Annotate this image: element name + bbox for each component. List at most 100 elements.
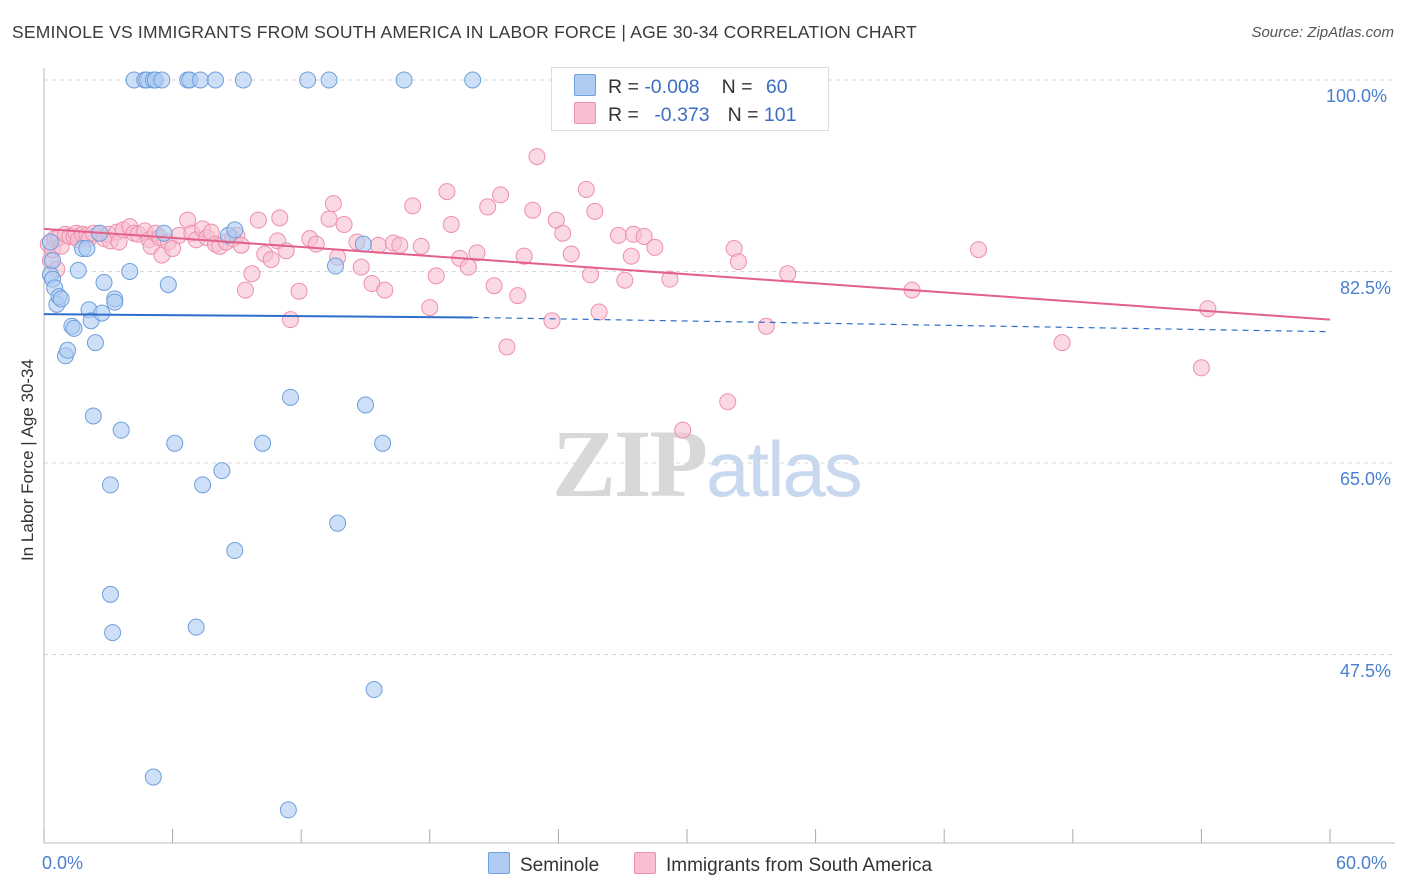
immigrants-point-84 — [515, 247, 533, 265]
immigrants-point-86 — [528, 148, 546, 166]
immigrants-point-75 — [442, 215, 460, 233]
immigrants-point-97 — [616, 271, 634, 289]
immigrants-point-66 — [369, 236, 387, 254]
seminole-point-12 — [69, 261, 87, 279]
immigrants-point-64 — [352, 258, 370, 276]
seminole-point-49 — [234, 71, 252, 89]
seminole-point-54 — [320, 71, 338, 89]
seminole-point-11 — [65, 319, 83, 337]
seminole-point-58 — [357, 396, 374, 414]
seminole-point-56 — [329, 514, 347, 532]
immigrants-point-47 — [236, 281, 254, 299]
immigrants-point-60 — [324, 195, 342, 213]
immigrants-point-85 — [524, 201, 542, 219]
immigrants-point-107 — [757, 317, 775, 335]
immigrants-point-100 — [635, 227, 653, 245]
immigrants-point-59 — [320, 210, 338, 228]
immigrants-point-69 — [391, 236, 409, 254]
n-label: N = — [721, 76, 758, 98]
x-tick-label-max: 60.0% — [1336, 853, 1388, 873]
y-tick-label-82-5: 82.5% — [1340, 278, 1392, 298]
immigrants-point-103 — [674, 421, 692, 439]
y-tick-label-65: 65.0% — [1340, 469, 1392, 489]
immigrants-point-70 — [404, 197, 422, 215]
immigrants-point-72 — [421, 299, 439, 317]
immigrants-point-55 — [281, 311, 299, 329]
immigrants-point-80 — [485, 277, 503, 295]
seminole-point-26 — [106, 293, 124, 311]
seminole-point-50 — [254, 434, 272, 452]
seminole-point-20 — [93, 304, 111, 322]
r-label: R = — [608, 104, 645, 126]
immigrants-point-73 — [427, 267, 445, 285]
immigrants-trend-line — [43, 227, 1331, 321]
seminole-point-21 — [95, 273, 113, 291]
seminole-trend-line — [43, 313, 473, 319]
immigrants-point-112 — [1192, 359, 1210, 377]
seminole-point-33 — [144, 768, 162, 786]
immigrants-point-108 — [779, 265, 797, 283]
immigrants-point-78 — [468, 244, 486, 262]
immigrants-point-96 — [609, 226, 627, 244]
seminole-point-38 — [166, 434, 184, 452]
seminole-point-35 — [153, 71, 171, 89]
immigrants-point-104 — [719, 393, 737, 411]
immigrants-point-46 — [232, 236, 250, 254]
legend-swatch-seminole — [488, 852, 510, 874]
y-tick-label-100: 100.0% — [1326, 86, 1388, 106]
immigrants-point-77 — [459, 258, 477, 276]
seminole-point-41 — [187, 618, 205, 636]
legend-item-seminole: Seminole — [488, 852, 599, 877]
n-value: 60 — [765, 76, 788, 98]
immigrants-point-98 — [622, 247, 640, 265]
immigrants-point-92 — [577, 180, 595, 198]
legend-label-immigrants: Immigrants from South America — [666, 855, 933, 876]
immigrants-point-113 — [1199, 300, 1217, 318]
r-value: -0.373 — [654, 104, 710, 126]
stats-row-seminole: R = -0.008 N = 60 — [574, 74, 788, 98]
seminole-point-9 — [59, 341, 77, 359]
seminole-point-44 — [206, 71, 224, 89]
seminole-point-59 — [365, 681, 383, 699]
source-label: Source: ZipAtlas.com — [1251, 24, 1394, 41]
seminole-point-48 — [226, 542, 244, 560]
immigrants-point-91 — [562, 245, 580, 263]
immigrants-point-49 — [249, 211, 267, 229]
seminole-point-43 — [194, 476, 212, 494]
immigrants-point-58 — [307, 235, 325, 253]
immigrants-swatch — [574, 102, 596, 124]
seminole-point-52 — [281, 388, 299, 406]
seminole-point-7 — [52, 290, 70, 308]
immigrants-point-53 — [271, 209, 289, 227]
seminole-point-22 — [101, 476, 119, 494]
chart-title: SEMINOLE VS IMMIGRANTS FROM SOUTH AMERIC… — [12, 22, 917, 42]
legend-item-immigrants: Immigrants from South America — [634, 852, 932, 877]
x-tick-label-min: 0.0% — [42, 853, 84, 873]
immigrants-point-110 — [969, 241, 987, 259]
stats-row-immigrants: R = -0.373 N = 101 — [574, 102, 796, 126]
immigrants-point-111 — [1053, 334, 1071, 352]
legend-swatch-immigrants — [634, 852, 656, 874]
seminole-point-57 — [354, 235, 372, 253]
immigrants-point-79 — [479, 198, 497, 216]
legend-label-seminole: Seminole — [520, 855, 600, 876]
n-label: N = — [727, 104, 764, 126]
immigrants-point-94 — [586, 202, 604, 220]
immigrants-point-101 — [646, 238, 664, 256]
immigrants-point-48 — [243, 265, 261, 283]
watermark-atlas: atlas — [706, 425, 863, 513]
immigrants-point-74 — [438, 183, 456, 201]
seminole-point-23 — [101, 585, 119, 603]
y-tick-label-47-5: 47.5% — [1340, 661, 1392, 681]
immigrants-point-95 — [590, 303, 608, 321]
immigrants-point-82 — [498, 338, 516, 356]
seminole-point-53 — [299, 71, 317, 89]
seminole-point-28 — [121, 263, 139, 280]
seminole-point-14 — [78, 240, 96, 258]
seminole-point-2 — [44, 252, 62, 270]
seminole-point-42 — [191, 71, 209, 89]
immigrants-point-87 — [543, 312, 561, 330]
immigrants-point-51 — [262, 250, 280, 268]
seminole-point-0 — [41, 233, 59, 251]
